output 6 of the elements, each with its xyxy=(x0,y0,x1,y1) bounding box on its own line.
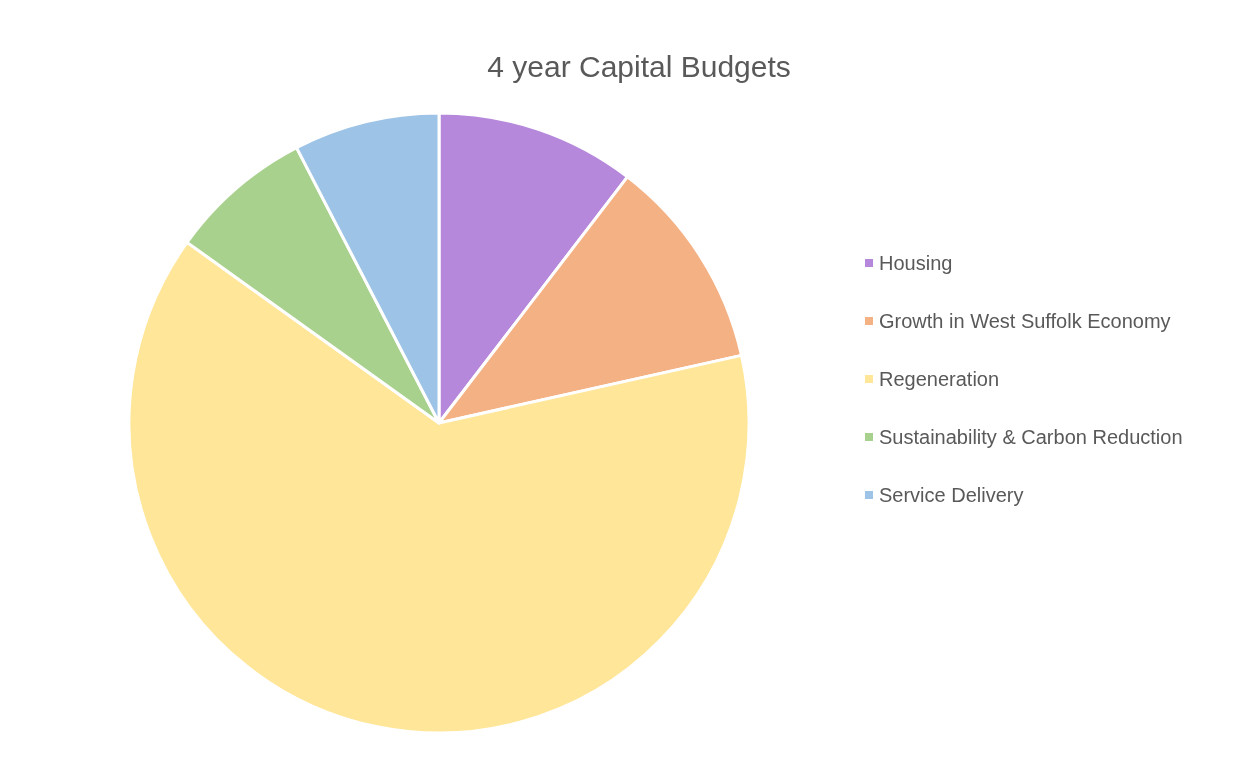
chart-title: 4 year Capital Budgets xyxy=(487,49,791,83)
legend-label: Service Delivery xyxy=(879,484,1024,506)
legend-label: Sustainability & Carbon Reduction xyxy=(879,426,1183,448)
legend-label: Housing xyxy=(879,252,953,274)
legend-label: Regeneration xyxy=(879,368,1000,390)
legend-label: Growth in West Suffolk Economy xyxy=(879,310,1171,332)
